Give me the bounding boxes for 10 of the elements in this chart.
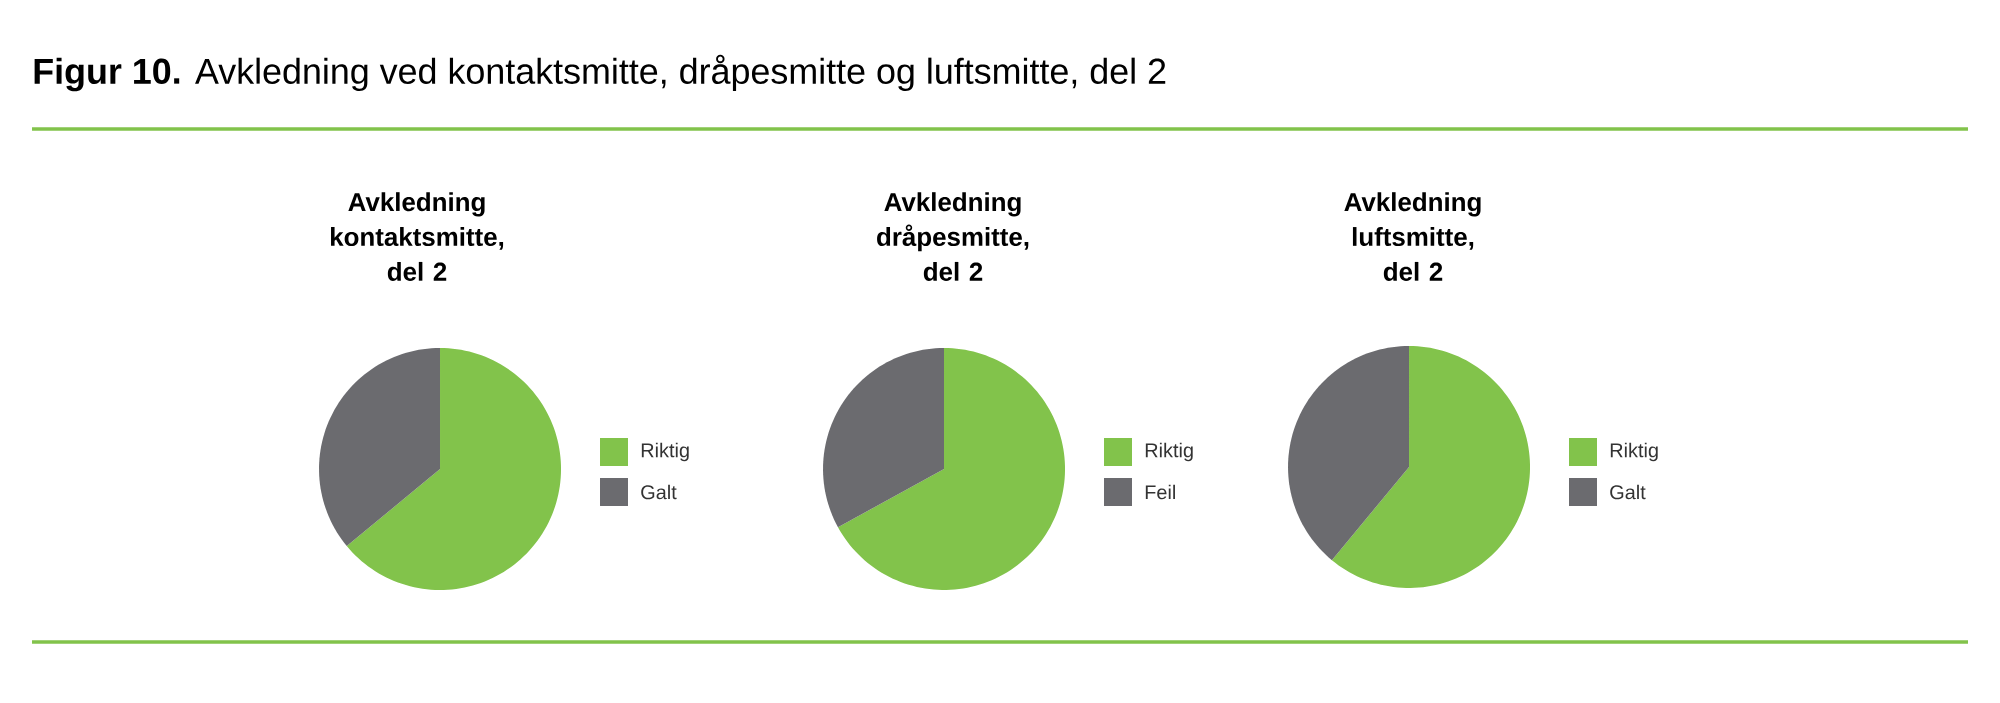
- legend-label: Riktig: [1610, 442, 1658, 462]
- chart-title: Avkledning luftsmitte, del 2: [1344, 192, 1481, 281]
- legend-label: Feil: [1145, 484, 1175, 500]
- chart-title: Avkledning kontaktsmitte, del 2: [331, 192, 504, 281]
- legend-label: Galt: [641, 484, 677, 500]
- chart-title: Avkledning dråpesmitte, del 2: [877, 192, 1029, 281]
- text: Figur 10. Avkledning ved kontaktsmitte, dråpesmitte og luftsmitte, del 2: [34, 54, 1166, 92]
- legend-label: Galt: [1610, 484, 1646, 500]
- legend-label: Riktig: [641, 442, 689, 462]
- legend-label: Riktig: [1145, 442, 1193, 462]
